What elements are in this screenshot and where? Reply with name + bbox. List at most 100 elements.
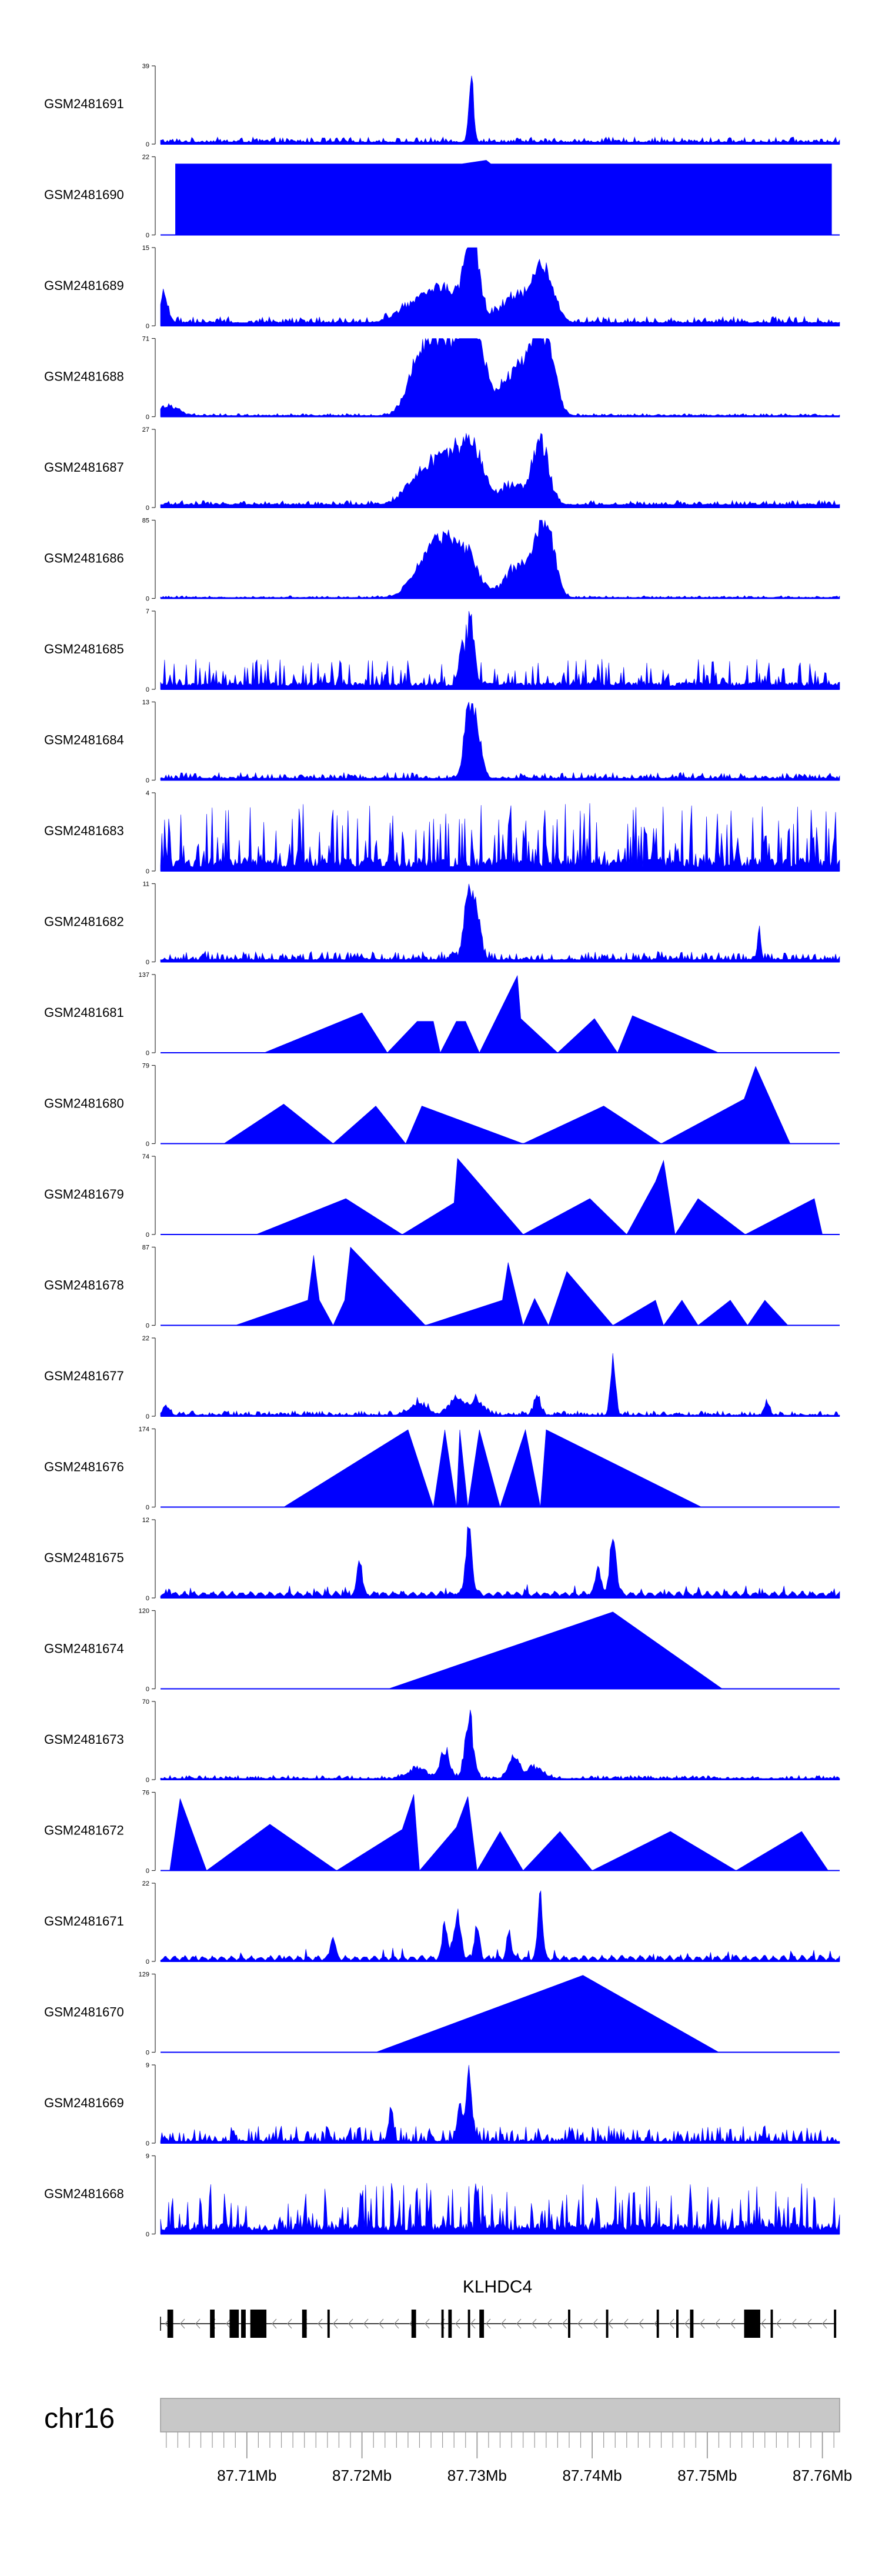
signal-area xyxy=(160,520,840,599)
y-tick-max-label: 9 xyxy=(146,2153,149,2160)
strand-arrow xyxy=(593,2318,598,2329)
strand-arrow xyxy=(608,2318,613,2329)
y-tick-max-label: 22 xyxy=(142,154,149,161)
strand-arrow xyxy=(470,2318,476,2329)
y-tick-zero-label: 0 xyxy=(146,1050,149,1057)
y-tick-max-label: 174 xyxy=(139,1426,149,1433)
strand-arrow xyxy=(639,2318,644,2329)
strand-arrow xyxy=(669,2318,674,2329)
track-GSM2481687: GSM2481687 27 0 xyxy=(44,426,840,512)
track-label: GSM2481687 xyxy=(44,460,124,475)
track-label: GSM2481684 xyxy=(44,733,124,748)
x-tick-label: 87.72Mb xyxy=(332,2467,392,2484)
track-GSM2481690: GSM2481690 22 0 xyxy=(44,154,840,239)
strand-arrow xyxy=(791,2318,797,2329)
x-tick-label: 87.75Mb xyxy=(677,2467,737,2484)
strand-arrow xyxy=(455,2318,460,2329)
track-GSM2481685: GSM2481685 7 0 xyxy=(44,608,840,693)
track-label: GSM2481685 xyxy=(44,642,124,656)
gene-exon xyxy=(834,2310,837,2338)
track-label: GSM2481690 xyxy=(44,188,124,202)
gene-exon xyxy=(229,2310,239,2338)
signal-area xyxy=(160,2065,840,2144)
track-GSM2481675: GSM2481675 12 0 xyxy=(44,1517,840,1602)
signal-area xyxy=(160,2183,840,2234)
strand-arrow xyxy=(822,2318,827,2329)
y-tick-max-label: 87 xyxy=(142,1244,149,1252)
gene-exon xyxy=(690,2310,694,2338)
y-tick-max-label: 9 xyxy=(146,2062,149,2069)
strand-arrow xyxy=(730,2318,736,2329)
y-tick-max-label: 129 xyxy=(139,1971,149,1978)
y-tick-zero-label: 0 xyxy=(146,1323,149,1330)
y-tick-zero-label: 0 xyxy=(146,1868,149,1875)
track-GSM2481671: GSM2481671 22 0 xyxy=(44,1880,840,1966)
strand-arrow xyxy=(394,2318,399,2329)
gene-exon xyxy=(250,2310,267,2338)
track-GSM2481673: GSM2481673 70 0 xyxy=(44,1699,840,1784)
y-tick-zero-label: 0 xyxy=(146,1958,149,1966)
y-tick-max-label: 85 xyxy=(142,518,149,525)
strand-arrow xyxy=(486,2318,491,2329)
y-tick-zero-label: 0 xyxy=(146,1141,149,1148)
gene-track: KLHDC4 xyxy=(160,2277,837,2338)
track-GSM2481668: GSM2481668 9 0 xyxy=(44,2153,840,2238)
track-label: GSM2481688 xyxy=(44,369,124,384)
chromosome-ideogram-bar xyxy=(160,2398,840,2432)
signal-area xyxy=(160,883,840,962)
strand-arrow xyxy=(379,2318,384,2329)
y-tick-zero-label: 0 xyxy=(146,1777,149,1784)
strand-arrow xyxy=(807,2318,812,2329)
track-label: GSM2481683 xyxy=(44,823,124,838)
strand-arrow xyxy=(562,2318,567,2329)
y-tick-max-label: 7 xyxy=(146,608,149,615)
y-tick-max-label: 11 xyxy=(143,881,149,888)
strand-arrow xyxy=(363,2318,369,2329)
y-tick-zero-label: 0 xyxy=(146,959,149,966)
track-GSM2481688: GSM2481688 71 0 xyxy=(44,336,840,421)
y-tick-zero-label: 0 xyxy=(146,141,149,148)
y-tick-zero-label: 0 xyxy=(146,596,149,603)
x-tick-label: 87.71Mb xyxy=(217,2467,276,2484)
strand-arrow xyxy=(776,2318,781,2329)
y-tick-max-label: 74 xyxy=(142,1153,149,1160)
y-tick-zero-label: 0 xyxy=(146,1232,149,1239)
track-GSM2481669: GSM2481669 9 0 xyxy=(44,2062,840,2147)
chromosome-label: chr16 xyxy=(44,2403,115,2434)
track-label: GSM2481673 xyxy=(44,1732,124,1747)
track-GSM2481689: GSM2481689 15 0 xyxy=(44,245,840,330)
strand-arrow xyxy=(318,2318,323,2329)
gene-exon xyxy=(676,2310,679,2338)
y-tick-zero-label: 0 xyxy=(146,778,149,785)
y-tick-max-label: 79 xyxy=(142,1063,149,1070)
gene-exon xyxy=(656,2310,659,2338)
track-GSM2481682: GSM2481682 11 0 xyxy=(44,881,840,966)
y-tick-max-label: 120 xyxy=(139,1608,149,1615)
signal-area xyxy=(160,433,840,508)
y-tick-zero-label: 0 xyxy=(146,232,149,239)
y-tick-zero-label: 0 xyxy=(146,1504,149,1511)
strand-arrow xyxy=(715,2318,720,2329)
y-tick-zero-label: 0 xyxy=(146,2231,149,2238)
track-GSM2481679: GSM2481679 74 0 xyxy=(44,1153,840,1239)
signal-area xyxy=(235,1246,789,1326)
signal-area xyxy=(160,1526,840,1599)
y-tick-max-label: 4 xyxy=(146,790,149,797)
signal-area xyxy=(256,1157,823,1235)
signal-area xyxy=(388,1611,723,1689)
x-tick-label: 87.76Mb xyxy=(793,2467,852,2484)
track-GSM2481672: GSM2481672 76 0 xyxy=(44,1790,840,1875)
gene-exon xyxy=(210,2310,215,2338)
y-tick-max-label: 12 xyxy=(142,1517,149,1524)
x-tick-label: 87.73Mb xyxy=(447,2467,507,2484)
track-label: GSM2481674 xyxy=(44,1641,124,1656)
gene-exon xyxy=(448,2310,452,2338)
track-label: GSM2481680 xyxy=(44,1096,124,1111)
y-tick-max-label: 22 xyxy=(142,1880,149,1887)
y-tick-zero-label: 0 xyxy=(146,1686,149,1693)
track-GSM2481677: GSM2481677 22 0 xyxy=(44,1335,840,1420)
y-tick-zero-label: 0 xyxy=(146,323,149,330)
track-GSM2481683: GSM2481683 4 0 xyxy=(44,790,840,875)
strand-arrow xyxy=(226,2318,231,2329)
